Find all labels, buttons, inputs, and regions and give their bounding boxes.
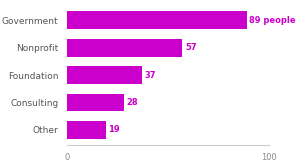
Bar [67,39,182,57]
Text: 57: 57 [185,43,196,52]
Bar [67,66,142,84]
Bar [67,11,247,29]
Text: 89 people: 89 people [249,16,296,25]
Text: 37: 37 [144,71,156,80]
Text: 28: 28 [126,98,138,107]
Bar [67,94,124,111]
Text: 19: 19 [108,125,120,134]
Bar [67,121,106,139]
